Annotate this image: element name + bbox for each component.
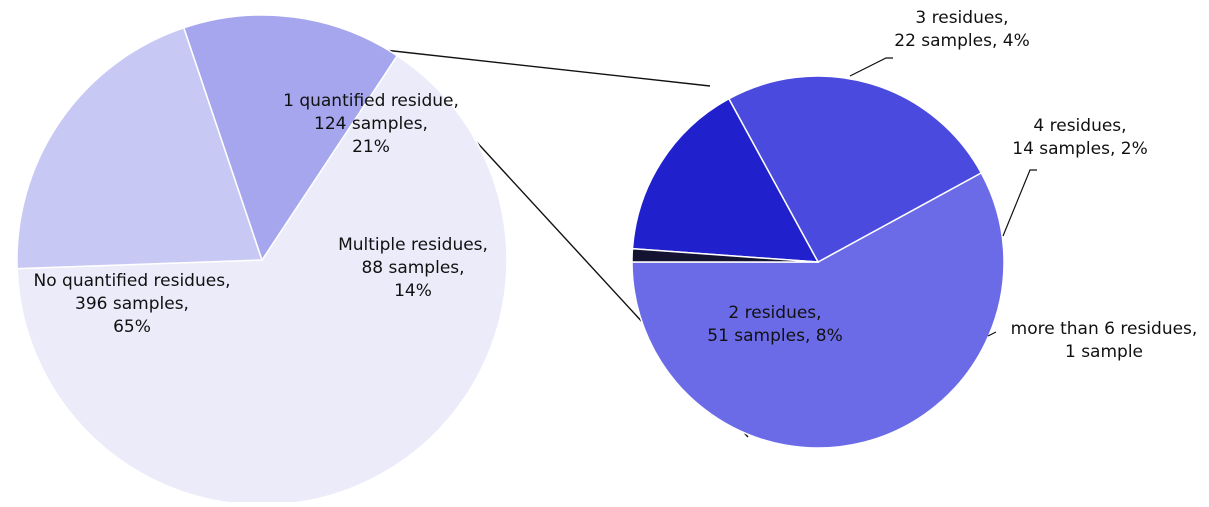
slice-label-more-than-6-residues-line-2: 1 sample (1065, 342, 1143, 362)
slice-label-4-residues: 4 residues, 14 samples, 2% (1012, 116, 1147, 159)
slice-label-3-residues: 3 residues, 22 samples, 4% (894, 8, 1029, 51)
slice-label-1-quantified-residue-line-1: 1 quantified residue, (283, 91, 459, 111)
slice-label-4-residues-line-1: 4 residues, (1033, 116, 1126, 136)
slice-label-1-quantified-residue-line-2: 124 samples, (314, 114, 428, 134)
leader-more-than-6 (987, 331, 997, 337)
slice-label-no-quantified-residues: No quantified residues, 396 samples, 65% (34, 271, 231, 337)
leader-lines (849, 57, 1037, 337)
slice-labels: No quantified residues, 396 samples, 65% 1 … (34, 8, 1198, 362)
pie-slice-4-residues (631, 97, 820, 263)
slice-label-3-residues-line-1: 3 residues, (915, 8, 1008, 28)
pie-slice-multiple-residues (182, 14, 399, 262)
slice-label-multiple-residues-line-3: 14% (394, 281, 432, 301)
slice-label-2-residues: 2 residues, 51 samples, 8% (707, 303, 842, 346)
slice-label-1-quantified-residue-line-3: 21% (352, 137, 390, 157)
slice-label-no-quantified-residues-line-1: No quantified residues, (34, 271, 231, 291)
pie-slice-1-quantified-residue (16, 26, 264, 270)
slice-label-no-quantified-residues-line-2: 396 samples, (75, 294, 189, 314)
slice-label-2-residues-line-2: 51 samples, 8% (707, 326, 842, 346)
slice-label-1-quantified-residue: 1 quantified residue, 124 samples, 21% (283, 91, 459, 157)
breakdown-pie (631, 75, 1005, 449)
slice-label-2-residues-line-1: 2 residues, (728, 303, 821, 323)
slice-label-no-quantified-residues-line-3: 65% (113, 317, 151, 337)
slice-label-more-than-6-residues: more than 6 residues, 1 sample (1011, 319, 1198, 362)
slice-label-multiple-residues: Multiple residues, 88 samples, 14% (338, 235, 488, 301)
leader-4-residues (1002, 169, 1037, 237)
pie-slice-2-residues (631, 171, 1005, 449)
slice-label-4-residues-line-2: 14 samples, 2% (1012, 139, 1147, 159)
slice-label-multiple-residues-line-1: Multiple residues, (338, 235, 488, 255)
leader-3-residues (849, 57, 893, 77)
main-pie (16, 14, 508, 506)
pie-slice-no-quantified-residues (16, 54, 508, 506)
slice-label-3-residues-line-2: 22 samples, 4% (894, 31, 1029, 51)
slice-label-multiple-residues-line-2: 88 samples, (361, 258, 464, 278)
pie-slice-more-than-6-residues (631, 247, 819, 263)
pie-slice-3-residues (727, 75, 983, 264)
slice-label-more-than-6-residues-line-1: more than 6 residues, (1011, 319, 1198, 339)
